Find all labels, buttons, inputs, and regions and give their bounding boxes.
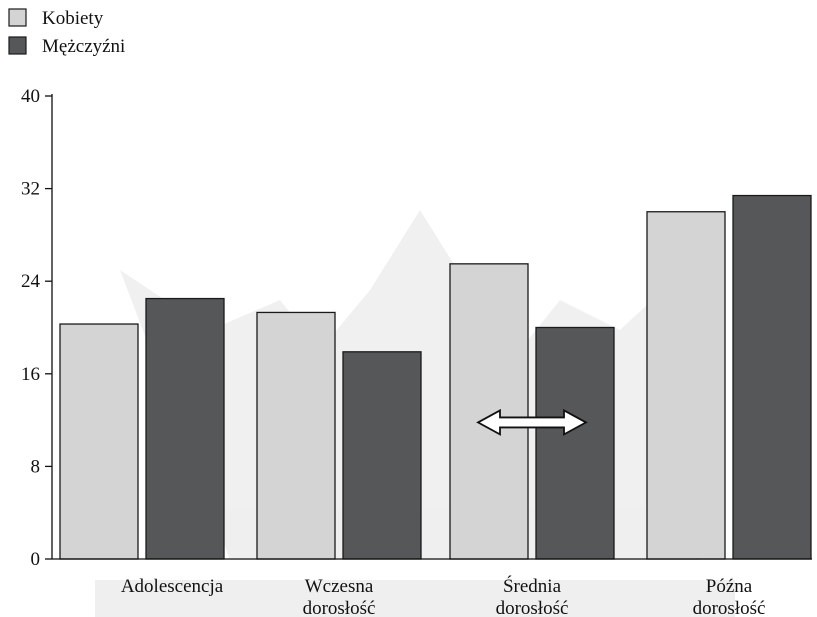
category-label-2-1: dorosłość: [496, 598, 569, 617]
y-tick-label-40: 40: [21, 86, 40, 107]
legend-label-1: Mężczyźni: [42, 36, 125, 57]
legend-label-0: Kobiety: [42, 8, 104, 29]
bar-mezczyzni-2: [535, 326, 615, 560]
bar-kobiety-3: [646, 211, 726, 560]
bar-mezczyzni-0: [145, 297, 225, 560]
y-tick-label-8: 8: [31, 456, 41, 477]
category-label-3-1: dorosłość: [693, 598, 766, 617]
bar-kobiety-2: [449, 263, 529, 560]
double-arrow-annotation: [476, 408, 588, 436]
annotations: [476, 408, 588, 436]
y-axis: [45, 94, 812, 560]
bar-mezczyzni-3: [732, 194, 812, 560]
category-labels: Adolescencja WczesnadorosłośćŚredniadoros…: [121, 575, 766, 617]
legend-swatch-1: [8, 36, 27, 55]
y-tick-label-0: 0: [31, 549, 41, 570]
y-tick-label-32: 32: [21, 179, 40, 200]
legend-swatch-0: [8, 8, 27, 27]
y-tick-label-16: 16: [21, 364, 40, 385]
category-label-3-0: Późna: [706, 576, 753, 597]
category-label-1-1: dorosłość: [303, 598, 376, 617]
bars-layer: [59, 194, 812, 560]
y-tick-label-24: 24: [21, 271, 41, 292]
bar-kobiety-1: [256, 311, 336, 560]
bar-kobiety-0: [59, 323, 139, 560]
category-label-0-0: Adolescencja: [121, 576, 224, 597]
bar-mezczyzni-1: [342, 351, 422, 560]
legend: Kobiety Mężczyźni: [8, 8, 125, 57]
category-label-2-0: Średnia: [503, 575, 562, 597]
y-tick-labels: 0 8 16 24 32 40: [21, 86, 41, 570]
category-label-1-0: Wczesna: [305, 576, 374, 597]
